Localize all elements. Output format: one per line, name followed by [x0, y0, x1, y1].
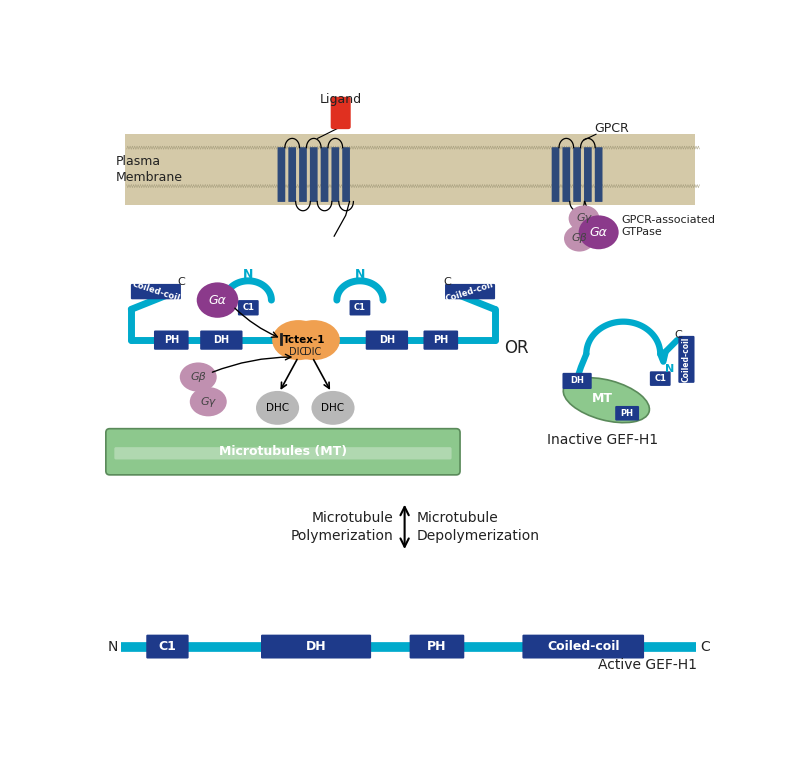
FancyBboxPatch shape [106, 429, 460, 475]
Text: GPCR-associated
GTPase: GPCR-associated GTPase [622, 215, 716, 237]
Text: C: C [443, 277, 451, 287]
Text: DHC: DHC [322, 403, 345, 413]
FancyBboxPatch shape [200, 330, 242, 350]
FancyBboxPatch shape [584, 148, 592, 202]
FancyBboxPatch shape [238, 300, 258, 316]
FancyBboxPatch shape [331, 148, 339, 202]
Text: Inactive GEF-H1: Inactive GEF-H1 [547, 433, 658, 448]
FancyBboxPatch shape [350, 300, 370, 316]
FancyBboxPatch shape [410, 635, 464, 658]
Ellipse shape [180, 362, 217, 392]
Text: C1: C1 [354, 303, 366, 312]
Text: DHC: DHC [266, 403, 289, 413]
FancyBboxPatch shape [288, 148, 296, 202]
Text: MT: MT [592, 392, 613, 405]
Text: C: C [675, 330, 682, 340]
Text: DIC: DIC [304, 347, 322, 357]
Text: Coiled-coil: Coiled-coil [130, 280, 181, 304]
Text: Gγ: Gγ [201, 397, 216, 407]
Text: C: C [178, 277, 185, 287]
FancyBboxPatch shape [615, 406, 639, 421]
FancyBboxPatch shape [114, 448, 451, 459]
FancyBboxPatch shape [261, 635, 371, 658]
FancyBboxPatch shape [522, 635, 644, 658]
Text: Active GEF-H1: Active GEF-H1 [598, 658, 698, 672]
Text: N: N [665, 365, 674, 374]
FancyBboxPatch shape [552, 148, 559, 202]
Text: N: N [354, 268, 365, 281]
Ellipse shape [190, 387, 226, 416]
FancyBboxPatch shape [574, 148, 581, 202]
FancyBboxPatch shape [146, 635, 189, 658]
Text: DH: DH [306, 640, 326, 653]
Ellipse shape [272, 320, 325, 360]
Ellipse shape [564, 226, 595, 251]
Text: Gγ: Gγ [576, 213, 592, 223]
Text: PH: PH [427, 640, 446, 653]
Text: Microtubule
Polymerization: Microtubule Polymerization [290, 511, 393, 543]
Ellipse shape [197, 283, 238, 318]
FancyBboxPatch shape [154, 330, 189, 350]
Text: DH: DH [379, 335, 395, 345]
Ellipse shape [256, 391, 299, 425]
Ellipse shape [563, 378, 650, 423]
FancyBboxPatch shape [650, 371, 670, 386]
Text: Tctex-1: Tctex-1 [283, 335, 326, 345]
FancyBboxPatch shape [423, 330, 458, 350]
FancyBboxPatch shape [562, 148, 570, 202]
Text: Microtubules (MT): Microtubules (MT) [219, 445, 347, 458]
Text: GPCR: GPCR [594, 122, 629, 135]
FancyBboxPatch shape [330, 97, 350, 129]
Ellipse shape [287, 320, 340, 360]
FancyBboxPatch shape [678, 336, 694, 383]
FancyBboxPatch shape [366, 330, 408, 350]
Text: Coiled-coil: Coiled-coil [547, 640, 619, 653]
Text: Microtubule
Depolymerization: Microtubule Depolymerization [416, 511, 539, 543]
Text: PH: PH [433, 335, 449, 345]
Text: DH: DH [570, 376, 584, 386]
Text: Plasma
Membrane: Plasma Membrane [116, 155, 183, 184]
Text: Gβ: Gβ [571, 234, 587, 244]
Ellipse shape [311, 391, 354, 425]
Text: N: N [107, 640, 118, 654]
Text: PH: PH [164, 335, 179, 345]
FancyBboxPatch shape [131, 284, 181, 299]
Text: Coiled-coil: Coiled-coil [445, 280, 495, 304]
Text: Coiled-coil: Coiled-coil [682, 337, 691, 382]
Text: C: C [700, 640, 710, 654]
Text: OR: OR [504, 339, 529, 357]
FancyBboxPatch shape [562, 373, 592, 389]
Text: DH: DH [214, 335, 230, 345]
Text: DIC: DIC [289, 347, 306, 357]
Text: C1: C1 [158, 640, 176, 653]
FancyBboxPatch shape [342, 148, 350, 202]
Text: Ligand: Ligand [320, 94, 362, 106]
FancyBboxPatch shape [299, 148, 307, 202]
FancyBboxPatch shape [310, 148, 318, 202]
Text: PH: PH [621, 408, 634, 418]
FancyBboxPatch shape [278, 148, 286, 202]
Text: Gα: Gα [209, 294, 226, 307]
Text: C1: C1 [242, 303, 254, 312]
Bar [125, 134, 695, 205]
FancyBboxPatch shape [321, 148, 328, 202]
Text: N: N [243, 268, 254, 281]
Text: Gβ: Gβ [190, 372, 206, 382]
Ellipse shape [578, 216, 618, 249]
Text: Gα: Gα [590, 226, 607, 239]
FancyBboxPatch shape [445, 284, 495, 299]
FancyBboxPatch shape [594, 148, 602, 202]
Text: C1: C1 [654, 374, 666, 383]
Ellipse shape [569, 205, 599, 231]
